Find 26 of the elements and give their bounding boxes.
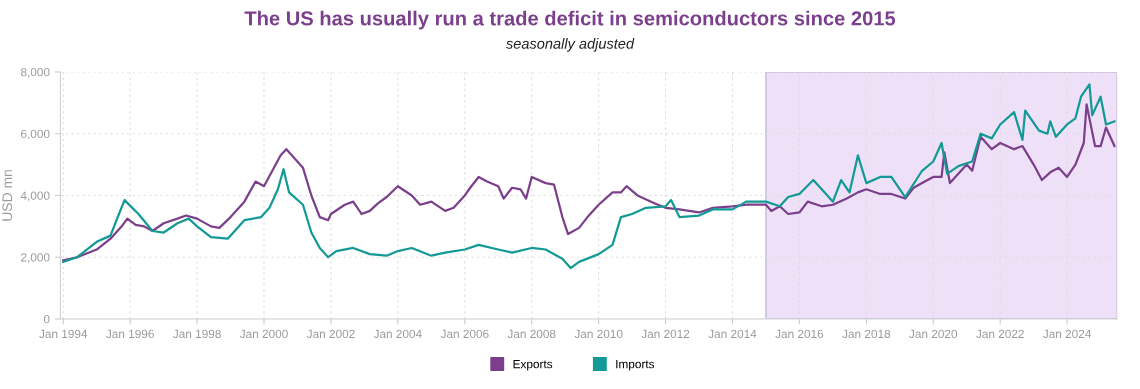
x-tick-label: Jan 2016 <box>775 329 824 339</box>
y-tick-label: 8,000 <box>20 68 50 78</box>
x-tick-label: Jan 2010 <box>574 329 623 339</box>
x-tick-label: Jan 2018 <box>842 329 891 339</box>
y-tick-label: 6,000 <box>21 129 50 140</box>
legend-label: Exports <box>513 360 553 371</box>
x-tick-label: Jan 2024 <box>1042 329 1092 339</box>
x-tick-label: Jan 2022 <box>976 329 1024 339</box>
x-tick-label: Jan 1998 <box>173 329 221 339</box>
x-tick-label: Jan 2006 <box>440 329 489 339</box>
y-tick-label: 2,000 <box>21 253 50 264</box>
y-tick-label: 4,000 <box>20 191 50 202</box>
x-tick-label: Jan 1996 <box>106 329 154 339</box>
legend-label: Imports <box>616 360 655 371</box>
x-tick-label: Jan 1994 <box>39 329 88 339</box>
x-tick-label: Jan 2012 <box>641 329 690 339</box>
x-tick-label: Jan 2020 <box>909 329 958 339</box>
y-tick-label: 0 <box>43 315 50 324</box>
x-tick-label: Jan 2008 <box>507 329 556 339</box>
y-axis-title: USD mn <box>2 170 13 221</box>
chart-subtitle: seasonally adjusted <box>505 38 635 52</box>
x-tick-label: Jan 2014 <box>708 329 757 339</box>
x-tick-label: Jan 2002 <box>306 329 355 339</box>
x-tick-label: Jan 2000 <box>239 329 288 339</box>
chart-title: The US has usually run a trade deficit in semiconductors since 2015 <box>244 10 896 30</box>
x-tick-label: Jan 2004 <box>373 329 422 339</box>
